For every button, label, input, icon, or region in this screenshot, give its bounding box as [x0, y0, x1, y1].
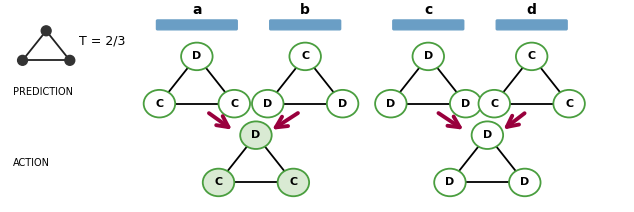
Circle shape — [65, 55, 75, 65]
Ellipse shape — [327, 90, 358, 117]
Ellipse shape — [290, 43, 321, 70]
Ellipse shape — [375, 90, 406, 117]
Ellipse shape — [181, 43, 212, 70]
FancyBboxPatch shape — [393, 20, 463, 30]
Text: a: a — [192, 3, 202, 17]
Ellipse shape — [278, 169, 309, 196]
Ellipse shape — [479, 90, 510, 117]
Ellipse shape — [413, 43, 444, 70]
Text: D: D — [338, 99, 347, 109]
Text: C: C — [289, 177, 297, 187]
Ellipse shape — [553, 90, 585, 117]
Text: D: D — [461, 99, 470, 109]
Ellipse shape — [472, 121, 503, 149]
Ellipse shape — [240, 121, 272, 149]
Text: D: D — [424, 51, 433, 61]
Circle shape — [18, 55, 27, 65]
Text: T = 2/3: T = 2/3 — [79, 34, 125, 47]
Ellipse shape — [450, 90, 481, 117]
Text: D: D — [520, 177, 529, 187]
Ellipse shape — [516, 43, 547, 70]
Text: b: b — [301, 3, 310, 17]
Text: C: C — [527, 51, 536, 61]
FancyBboxPatch shape — [157, 20, 237, 30]
Text: D: D — [386, 99, 396, 109]
Ellipse shape — [203, 169, 235, 196]
Text: C: C — [155, 99, 164, 109]
Ellipse shape — [434, 169, 466, 196]
Text: C: C — [490, 99, 498, 109]
Text: D: D — [482, 130, 492, 140]
Text: D: D — [263, 99, 273, 109]
Ellipse shape — [509, 169, 541, 196]
Text: C: C — [301, 51, 309, 61]
Text: C: C — [214, 177, 223, 187]
Text: d: d — [527, 3, 536, 17]
Ellipse shape — [144, 90, 175, 117]
Text: ACTION: ACTION — [13, 158, 49, 168]
Text: C: C — [565, 99, 573, 109]
Ellipse shape — [252, 90, 283, 117]
FancyBboxPatch shape — [269, 20, 340, 30]
Circle shape — [41, 26, 51, 36]
Ellipse shape — [219, 90, 250, 117]
FancyBboxPatch shape — [496, 20, 567, 30]
Text: D: D — [251, 130, 261, 140]
Text: C: C — [230, 99, 238, 109]
Text: PREDICTION: PREDICTION — [13, 87, 73, 97]
Text: D: D — [445, 177, 455, 187]
Text: D: D — [192, 51, 202, 61]
Text: c: c — [424, 3, 432, 17]
